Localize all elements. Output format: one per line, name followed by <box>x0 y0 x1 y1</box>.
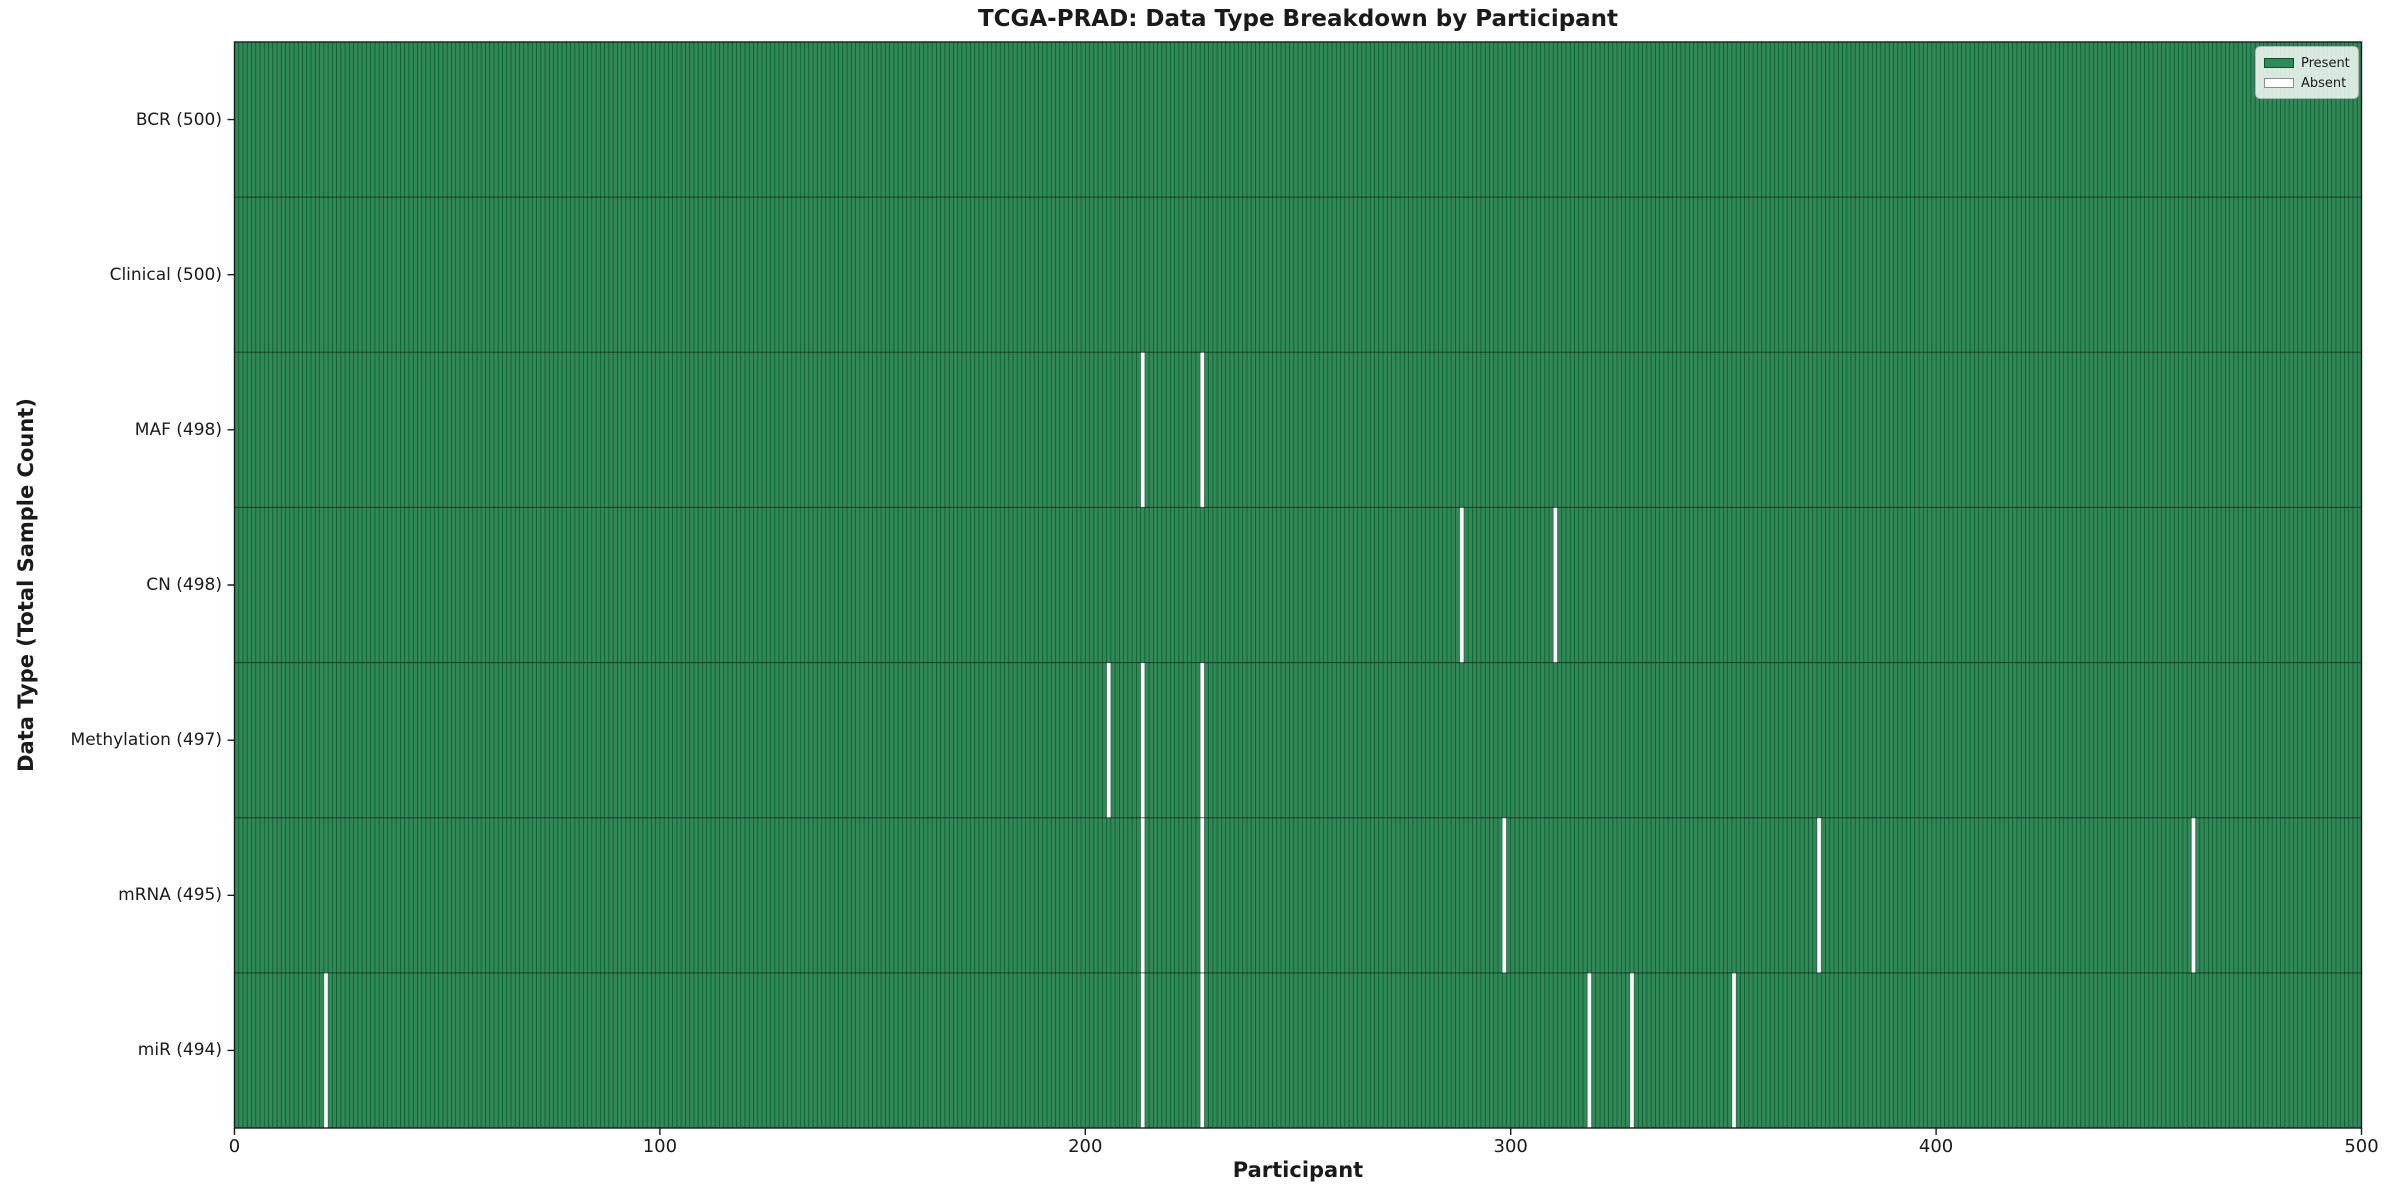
absent-gap <box>1200 817 1205 973</box>
legend-swatch-present-icon <box>2264 58 2294 68</box>
absent-gap <box>1140 817 1145 973</box>
x-tick-label: 500 <box>2344 1136 2379 1157</box>
row-present-band <box>234 507 2362 663</box>
legend-item-present: Present <box>2264 53 2350 73</box>
row-present-band <box>234 972 2362 1128</box>
y-tick-label: CN (498) <box>146 575 222 595</box>
y-tick-label: MAF (498) <box>134 419 222 440</box>
absent-gap <box>1140 972 1145 1128</box>
absent-gap <box>1587 972 1592 1128</box>
absent-gap <box>1502 817 1507 973</box>
legend: Present Absent <box>2255 46 2359 99</box>
y-tick-label: BCR (500) <box>135 109 222 130</box>
y-tick-label: miR (494) <box>137 1040 222 1061</box>
row-separators <box>234 196 2362 974</box>
absent-gap <box>1816 817 1822 973</box>
legend-label-present: Present <box>2301 55 2350 71</box>
absent-gap <box>1200 972 1205 1128</box>
y-tick-label: Clinical (500) <box>109 264 222 285</box>
row-present-band <box>234 197 2362 353</box>
chart-title: TCGA-PRAD: Data Type Breakdown by Partic… <box>977 6 1619 32</box>
absent-gap <box>323 972 329 1128</box>
x-tick-label: 100 <box>642 1136 678 1157</box>
absent-gap <box>1553 507 1558 663</box>
absent-gap <box>1731 972 1737 1128</box>
tick-marks <box>227 118 2363 1135</box>
x-tick-label: 300 <box>1493 1136 1528 1157</box>
absent-gap <box>1459 507 1464 663</box>
absent-gap <box>1140 352 1145 508</box>
legend-swatch-absent-icon <box>2264 78 2294 88</box>
x-tick-label: 0 <box>228 1136 241 1157</box>
legend-label-absent: Absent <box>2301 75 2347 91</box>
absent-gap <box>1629 972 1635 1128</box>
absent-gap <box>1200 352 1205 508</box>
y-tick-label: Methylation (497) <box>70 730 222 751</box>
absent-gap <box>1200 662 1205 818</box>
x-tick-label: 200 <box>1068 1136 1103 1157</box>
row-present-band <box>234 42 2362 198</box>
absent-gap <box>2191 817 2196 973</box>
bar-edges <box>234 42 2362 1128</box>
x-axis-label: Participant <box>1232 1158 1364 1182</box>
row-present-band <box>234 662 2362 818</box>
row-present-band <box>234 817 2362 973</box>
x-tick-label: 400 <box>1918 1136 1954 1157</box>
y-tick-label: mRNA (495) <box>118 885 222 906</box>
legend-item-absent: Absent <box>2264 73 2350 93</box>
absent-gap <box>1140 662 1145 818</box>
absent-gap <box>1106 662 1111 818</box>
row-present-band <box>234 352 2362 508</box>
